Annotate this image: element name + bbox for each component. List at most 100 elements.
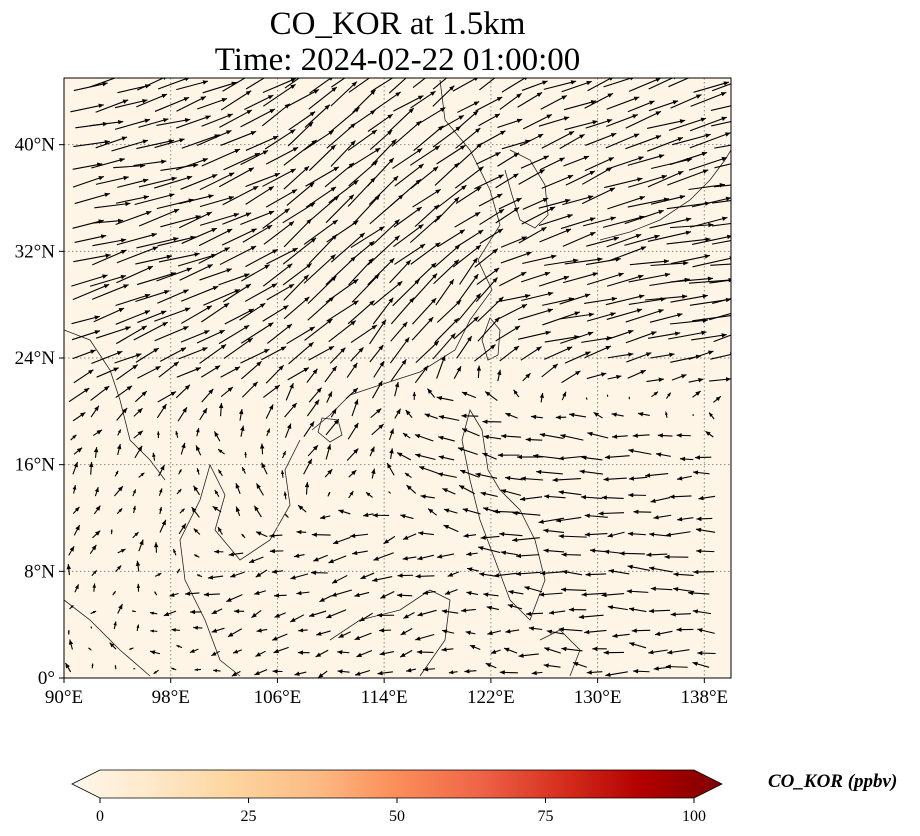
wind-arrow — [131, 610, 136, 613]
wind-arrow — [180, 285, 219, 302]
wind-arrow — [559, 293, 591, 305]
wind-arrow — [280, 470, 285, 478]
wind-arrow — [490, 649, 501, 654]
wind-arrow — [176, 115, 211, 129]
wind-arrow — [149, 611, 158, 615]
wind-arrow — [698, 495, 716, 501]
wind-arrow — [309, 78, 333, 94]
wind-arrow — [692, 470, 710, 475]
wind-arrow — [518, 330, 551, 340]
wind-arrow — [518, 653, 539, 658]
wind-arrow — [538, 198, 571, 209]
wind-arrow — [199, 195, 235, 208]
map-title-line1: CO_KOR at 1.5km — [269, 6, 526, 42]
wind-arrow — [132, 531, 139, 539]
coastline-sumatra — [64, 599, 151, 677]
y-tick-label: 0° — [38, 668, 55, 689]
wind-arrow — [72, 283, 110, 301]
wind-arrow — [316, 630, 331, 636]
y-tick-label: 32°N — [15, 241, 56, 262]
wind-arrow — [133, 321, 168, 341]
wind-arrow — [670, 254, 711, 265]
wind-arrow — [560, 331, 594, 344]
wind-arrow — [325, 418, 340, 436]
wind-arrow — [193, 485, 201, 496]
wind-arrow — [283, 296, 310, 320]
wind-arrow — [195, 445, 202, 456]
wind-arrow — [176, 644, 183, 649]
wind-arrow — [348, 469, 357, 478]
wind-arrow — [455, 186, 482, 204]
wind-arrow — [668, 117, 707, 131]
wind-arrow — [647, 137, 684, 152]
wind-arrow — [521, 206, 556, 225]
wind-arrow — [528, 626, 543, 631]
wind-arrow — [371, 468, 376, 479]
wind-arrow — [671, 374, 687, 381]
wind-arrow — [415, 453, 436, 461]
wind-arrow — [244, 283, 278, 302]
wind-arrow — [447, 571, 460, 577]
wind-arrow — [325, 194, 355, 224]
wind-arrow — [218, 402, 224, 417]
wind-arrow — [497, 369, 502, 382]
wind-arrow — [288, 341, 314, 365]
wind-arrow — [133, 407, 143, 417]
wind-arrow — [414, 204, 440, 228]
wind-arrow — [465, 630, 476, 636]
wind-arrow — [89, 544, 97, 554]
wind-arrow — [271, 633, 288, 641]
wind-arrow — [624, 234, 660, 246]
wind-arrow — [158, 361, 180, 378]
wind-arrow — [92, 530, 101, 539]
wind-arrow — [499, 345, 520, 362]
wind-arrow — [628, 448, 652, 455]
wind-arrow — [324, 365, 338, 383]
wind-arrow — [404, 472, 412, 479]
wind-arrow — [443, 524, 459, 533]
wind-arrow — [231, 670, 241, 677]
wind-arrow — [154, 307, 191, 322]
wind-arrow — [305, 166, 340, 187]
wind-arrow — [136, 237, 179, 249]
wind-arrow — [606, 394, 609, 397]
wind-arrow — [176, 488, 182, 495]
wind-arrow — [517, 308, 554, 321]
wind-arrow — [692, 661, 710, 668]
wind-arrow — [326, 609, 347, 619]
wind-arrow — [178, 468, 182, 475]
wind-arrow — [546, 629, 564, 635]
wind-arrow — [240, 322, 274, 344]
wind-arrow — [476, 130, 506, 148]
wind-arrow — [560, 433, 584, 441]
wind-arrow — [351, 273, 380, 303]
wind-arrow — [287, 89, 320, 107]
wind-arrow — [649, 532, 671, 537]
wind-arrow — [256, 628, 268, 633]
wind-arrow — [598, 511, 625, 516]
wind-arrow — [584, 296, 618, 305]
wind-arrow — [222, 185, 259, 206]
wind-arrow — [628, 272, 671, 283]
wind-arrow — [114, 665, 117, 670]
wind-arrow — [587, 272, 624, 286]
wind-arrow — [116, 407, 128, 421]
wind-arrow — [350, 346, 364, 362]
wind-arrow — [256, 483, 264, 496]
wind-arrow — [538, 214, 573, 227]
wind-arrow — [394, 381, 400, 397]
wind-arrow — [255, 531, 268, 538]
wind-arrow — [648, 566, 673, 573]
wind-arrow — [461, 413, 479, 419]
wind-arrow — [444, 588, 458, 595]
wind-arrow — [129, 647, 134, 651]
wind-arrow — [134, 193, 175, 206]
x-tick-label: 98°E — [152, 687, 190, 708]
wind-arrow — [199, 268, 232, 281]
wind-arrow — [399, 649, 413, 658]
wind-arrow — [306, 399, 320, 417]
wind-arrow — [538, 116, 570, 127]
wind-arrow — [507, 603, 523, 610]
wind-arrow — [253, 505, 262, 518]
wind-arrow — [696, 516, 713, 522]
